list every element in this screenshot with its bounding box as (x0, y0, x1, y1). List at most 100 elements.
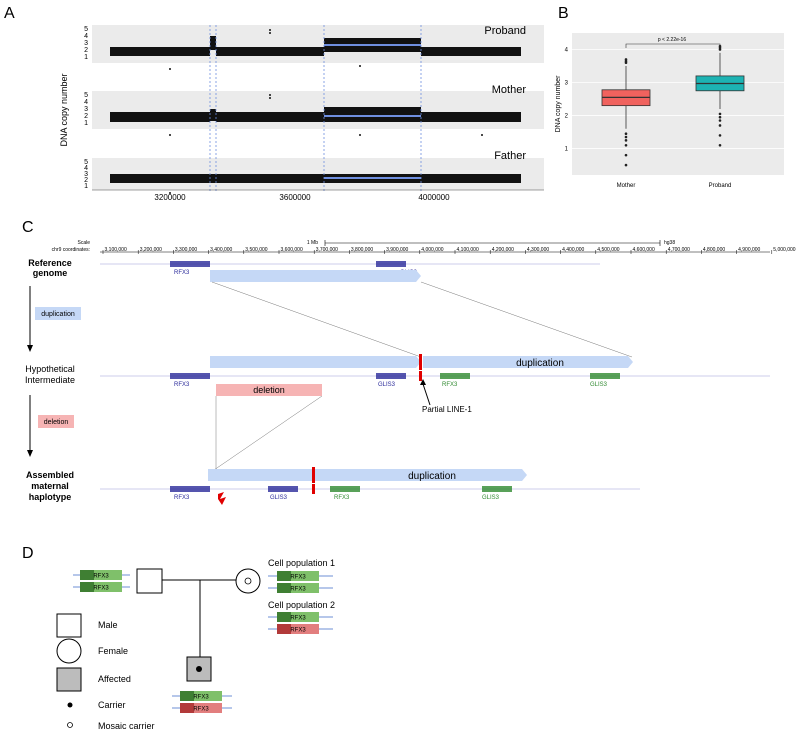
track-yticks: 1 2 3 4 5 1 2 3 4 5 1 2 3 4 5 (84, 26, 88, 190)
row-label-hyp-2: Intermediate (25, 375, 75, 385)
row-label-ref-1: Reference (28, 258, 72, 268)
ytick: 4 (84, 165, 88, 172)
ytick: 2 (84, 47, 88, 54)
gene-rfx3: RFX3 (174, 495, 190, 501)
gene-glis3: GLIS3 (270, 495, 288, 501)
ruler-label: 3,100,000 (105, 247, 127, 253)
gene-rfx3: RFX3 (174, 382, 190, 388)
legend-female-symbol (56, 638, 82, 664)
gene-rfx3: RFX3 (174, 270, 190, 276)
allele-label: RFX3 (290, 575, 306, 581)
ytick: 3 (84, 171, 88, 178)
ytick: 3 (84, 106, 88, 113)
cnv-points (110, 29, 521, 194)
box-outlier (718, 112, 722, 116)
assembly-label: hg38 (664, 240, 675, 246)
carrier-dot (196, 666, 202, 672)
xtick: 4000000 (418, 193, 450, 202)
coordinate-ruler: 3,100,000 3,200,000 3,300,000 3,400,000 3,50… (102, 247, 796, 254)
row-label-ref-2: genome (33, 268, 68, 278)
ruler-label: 4,000,000 (421, 247, 443, 253)
box-ytick: 4 (565, 48, 569, 54)
gene-glis3-dup: GLIS3 (590, 382, 608, 388)
box-ytick: 2 (565, 114, 569, 120)
asm-track: duplication RFX3 GLIS3 RFX3 GLIS3 (100, 467, 640, 505)
box-outlier (624, 143, 628, 147)
gene-glis3: GLIS3 (378, 382, 396, 388)
ruler-label: 3,300,000 (175, 247, 197, 253)
ytick: 2 (84, 177, 88, 184)
step-deletion: deletion (44, 419, 69, 426)
box-outlier (624, 153, 628, 157)
box-ytick: 1 (565, 147, 569, 153)
box-outlier (624, 58, 628, 61)
ruler-label: 4,500,000 (597, 247, 619, 253)
box-chart: DNA copy number p < 2.22e-16 1 2 3 4 Mother P… (555, 33, 784, 189)
panel-a-xaxis: 3200000 3600000 4000000 (92, 189, 544, 202)
box-outlier (624, 135, 628, 139)
ruler-label: 3,800,000 (351, 247, 373, 253)
ref-track: RFX3 GLIS3 (100, 261, 600, 282)
box-outlier (624, 139, 628, 142)
box-ylabel: DNA copy number (555, 75, 562, 132)
ytick: 5 (84, 159, 88, 166)
ucsc-header: Scale chr9 coordinates: 1 Mb hg38 3,100,… (52, 240, 796, 254)
pedigree-legend: Male Female Affected Carrier Mosaic carr… (56, 613, 155, 731)
allele-label: RFX3 (193, 695, 209, 701)
ruler-label: 4,800,000 (703, 247, 725, 253)
ruler-label: 4,900,000 (738, 247, 760, 253)
legend-carrier-symbol (67, 702, 73, 708)
ytick: 4 (84, 99, 88, 106)
ytick: 4 (84, 33, 88, 40)
ruler-label: 4,400,000 (562, 247, 584, 253)
ruler-label: 3,500,000 (245, 247, 267, 253)
label-duplication-hyp: duplication (516, 358, 564, 369)
coord-label: chr9 coordinates: (52, 247, 90, 253)
legend-male: Male (98, 620, 118, 630)
ruler-label: 3,200,000 (140, 247, 162, 253)
father-symbol (136, 568, 163, 594)
box-xtick: Mother (617, 183, 636, 189)
row-label-asm-2: maternal (31, 481, 69, 491)
scale-label: Scale (77, 240, 90, 246)
alleles: RFX3 RFX3 Cell population 1 RFX3 RFX3 Ce… (73, 558, 335, 713)
box-outlier (718, 44, 722, 48)
ruler-label: 4,700,000 (668, 247, 690, 253)
gene-rfx3-dup: RFX3 (442, 382, 458, 388)
track-father-label: Father (494, 150, 526, 162)
cell-population-2: Cell population 2 (268, 600, 335, 610)
ruler-label: 3,900,000 (386, 247, 408, 253)
ytick: 1 (84, 120, 88, 127)
ytick: 5 (84, 92, 88, 99)
ytick: 1 (84, 183, 88, 190)
box-outlier (718, 143, 722, 147)
row-label-asm-3: haplotype (29, 492, 72, 502)
row-label-hyp-1: Hypothetical (25, 364, 75, 374)
legend-affected-symbol (56, 667, 82, 692)
row-label-asm-1: Assembled (26, 470, 74, 480)
allele-label: RFX3 (93, 586, 109, 592)
box-outlier (718, 124, 722, 127)
step-duplication: duplication (41, 311, 75, 318)
track-mother: Mother (92, 84, 544, 129)
mosaic-dot (244, 577, 252, 585)
legend-carrier: Carrier (98, 700, 126, 710)
panel-b-label: B (558, 5, 569, 22)
gene-glis3-dup: GLIS3 (482, 495, 500, 501)
box-outlier (718, 119, 722, 122)
box-xtick: Proband (709, 183, 732, 189)
gene-rfx3-dup: RFX3 (334, 495, 350, 501)
ytick: 3 (84, 40, 88, 47)
xtick: 3200000 (154, 193, 186, 202)
box-outlier (624, 132, 628, 136)
box-ytick: 3 (565, 81, 569, 87)
allele-label: RFX3 (290, 616, 306, 622)
projection-lines (211, 281, 633, 471)
ruler-label: 4,300,000 (527, 247, 549, 253)
legend-male-symbol (56, 613, 82, 638)
track-mother-label: Mother (492, 84, 527, 96)
ruler-label: 5,000,000 (773, 247, 795, 253)
allele-label: RFX3 (290, 587, 306, 593)
box-annotation: p < 2.22e-16 (658, 37, 686, 43)
